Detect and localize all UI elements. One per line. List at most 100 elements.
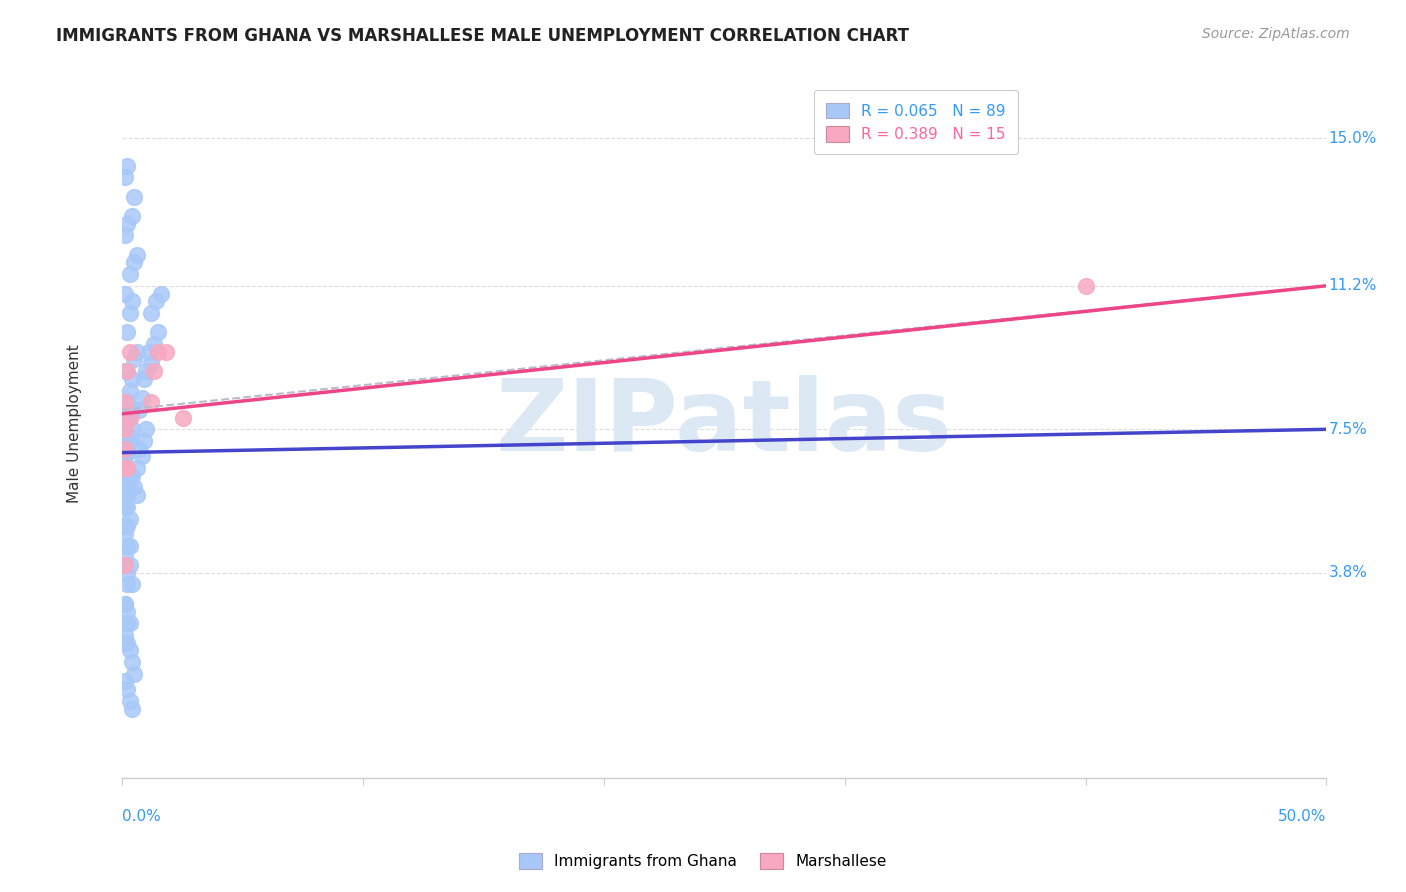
Point: [114, 286, 136, 301]
Point: [115, 217, 138, 231]
Point: [148, 326, 170, 340]
Point: [115, 635, 138, 649]
Point: [125, 344, 148, 359]
Point: [118, 430, 141, 444]
Point: [115, 500, 138, 514]
Point: [142, 337, 165, 351]
Point: [115, 682, 138, 697]
Text: 7.5%: 7.5%: [1329, 422, 1368, 437]
Point: [114, 488, 136, 502]
Point: [124, 481, 146, 495]
Point: [132, 434, 155, 448]
Point: [118, 694, 141, 708]
Point: [114, 170, 136, 185]
Point: [115, 442, 138, 456]
Point: [115, 473, 138, 487]
Point: [115, 326, 138, 340]
Legend: R = 0.065   N = 89, R = 0.389   N = 15: R = 0.065 N = 89, R = 0.389 N = 15: [814, 90, 1018, 154]
Point: [118, 344, 141, 359]
Point: [141, 395, 163, 409]
Text: 11.2%: 11.2%: [1329, 278, 1376, 293]
Point: [148, 344, 170, 359]
Point: [124, 189, 146, 203]
Point: [115, 364, 138, 378]
Point: [114, 500, 136, 514]
Point: [121, 655, 143, 669]
Point: [125, 461, 148, 475]
Point: [115, 539, 138, 553]
Point: [114, 422, 136, 436]
Point: [118, 539, 141, 553]
Point: [131, 450, 153, 464]
Point: [131, 391, 153, 405]
Point: [124, 666, 146, 681]
Point: [114, 442, 136, 456]
Point: [118, 643, 141, 657]
Point: [121, 577, 143, 591]
Point: [118, 384, 141, 398]
Point: [128, 403, 150, 417]
Point: [114, 228, 136, 243]
Point: [115, 577, 138, 591]
Point: [121, 209, 143, 223]
Point: [121, 701, 143, 715]
Point: [141, 356, 163, 370]
Point: [114, 422, 136, 436]
Point: [121, 468, 143, 483]
Point: [115, 605, 138, 619]
Point: [121, 422, 143, 436]
Point: [145, 294, 167, 309]
Text: ZIPatlas: ZIPatlas: [496, 375, 953, 472]
Text: 15.0%: 15.0%: [1329, 131, 1376, 146]
Text: 50.0%: 50.0%: [1278, 809, 1326, 824]
Point: [115, 461, 138, 475]
Point: [115, 566, 138, 580]
Point: [114, 403, 136, 417]
Point: [118, 434, 141, 448]
Point: [135, 364, 157, 378]
Point: [114, 461, 136, 475]
Point: [121, 403, 143, 417]
Point: [114, 550, 136, 565]
Point: [118, 473, 141, 487]
Point: [118, 558, 141, 573]
Point: [124, 352, 146, 367]
Point: [135, 422, 157, 436]
Text: Source: ZipAtlas.com: Source: ZipAtlas.com: [1202, 27, 1350, 41]
Point: [118, 410, 141, 425]
Point: [118, 306, 141, 320]
Point: [114, 500, 136, 514]
Text: 0.0%: 0.0%: [122, 809, 162, 824]
Point: [118, 410, 141, 425]
Legend: Immigrants from Ghana, Marshallese: Immigrants from Ghana, Marshallese: [513, 847, 893, 875]
Point: [114, 450, 136, 464]
Point: [125, 248, 148, 262]
Text: 3.8%: 3.8%: [1329, 566, 1368, 581]
Point: [114, 364, 136, 378]
Point: [114, 527, 136, 541]
Point: [118, 511, 141, 525]
Point: [114, 558, 136, 573]
Point: [1074, 278, 1097, 293]
Point: [115, 468, 138, 483]
Point: [114, 461, 136, 475]
Point: [114, 628, 136, 642]
Point: [138, 344, 160, 359]
Point: [115, 434, 138, 448]
Point: [121, 294, 143, 309]
Point: [115, 461, 138, 475]
Point: [115, 395, 138, 409]
Point: [114, 450, 136, 464]
Point: [128, 442, 150, 456]
Point: [121, 372, 143, 386]
Point: [115, 616, 138, 631]
Point: [115, 488, 138, 502]
Point: [142, 364, 165, 378]
Point: [114, 558, 136, 573]
Point: [149, 286, 172, 301]
Point: [115, 159, 138, 173]
Point: [124, 255, 146, 269]
Point: [155, 344, 177, 359]
Point: [114, 519, 136, 533]
Point: [114, 597, 136, 611]
